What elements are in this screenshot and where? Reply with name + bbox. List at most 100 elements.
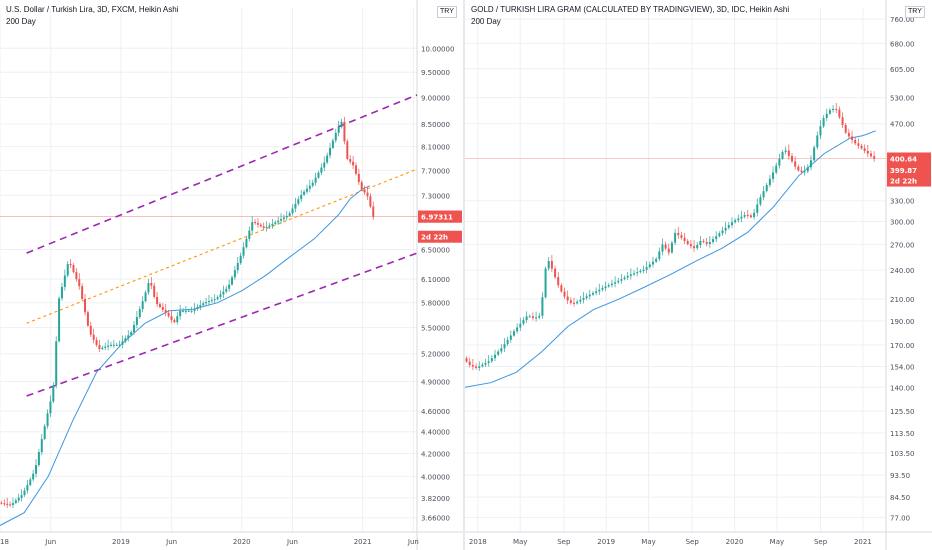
candle-body [629, 274, 632, 276]
indicator-label: 200 Day [6, 17, 36, 26]
price-label-text: 400.64 [890, 155, 917, 163]
candle-body [280, 219, 283, 221]
usdtry-chart-svg[interactable]: 10.00000 9.50000 9.00000 8.50000 8.10000 7.70… [0, 0, 463, 550]
y-tick-label: 470.00 [890, 121, 915, 129]
candle-body [806, 167, 809, 172]
candle-body [528, 316, 531, 318]
price-label-text: 399.87 [890, 167, 917, 175]
trendline [26, 168, 418, 324]
candle-body [693, 246, 696, 249]
candle-body [819, 126, 822, 136]
candle-body [497, 351, 500, 355]
candle-body [205, 302, 208, 304]
candle-body [715, 236, 718, 240]
candle-body [196, 307, 199, 310]
candle-body [277, 220, 280, 223]
candle-body [743, 214, 746, 217]
candle-body [81, 286, 84, 299]
candle-body [822, 118, 825, 127]
candle-body [158, 304, 161, 308]
candle-body [674, 232, 677, 243]
x-tick-label: Jun [407, 538, 419, 546]
candle-body [291, 208, 294, 214]
candle-body [478, 366, 481, 368]
candle-body [69, 264, 72, 266]
candle-body [522, 320, 525, 324]
candle-body [66, 264, 69, 276]
candle-body [127, 335, 130, 339]
y-tick-label: 7.30000 [421, 192, 450, 200]
indicator-label: 200 Day [471, 17, 501, 26]
candle-body [614, 282, 617, 284]
candle-body [825, 113, 828, 119]
candle-body [202, 303, 205, 306]
candle-body [9, 504, 12, 506]
candle-body [11, 503, 14, 506]
pane-divider[interactable] [463, 0, 465, 550]
candle-body [683, 237, 686, 241]
candle-body [124, 338, 127, 342]
x-tick-label: 2020 [233, 538, 251, 546]
candle-body [58, 298, 61, 342]
candle-body [259, 224, 262, 227]
candle-body [314, 177, 317, 183]
candle-body [500, 348, 503, 352]
candle-body [784, 150, 787, 153]
candle-body [721, 230, 724, 234]
candle-body [308, 185, 311, 189]
candle-body [863, 148, 866, 151]
candle-body [14, 500, 17, 504]
candle-body [768, 178, 771, 185]
candle-body [708, 242, 711, 245]
y-tick-label: 605.00 [890, 66, 915, 74]
candle-body [363, 189, 366, 193]
candle-body [173, 320, 176, 323]
candle-body [251, 222, 254, 231]
usdtry-chart-pane[interactable]: 10.00000 9.50000 9.00000 8.50000 8.10000 7.70… [0, 0, 463, 550]
y-tick-label: 530.00 [890, 95, 915, 103]
price-label-text: 2d 22h [421, 234, 448, 242]
x-tick-label: 2019 [112, 538, 130, 546]
candle-body [55, 341, 58, 386]
y-tick-label: 270.00 [890, 241, 915, 249]
price-label-badge [418, 230, 462, 243]
x-tick-label: 2021 [354, 538, 372, 546]
candle-body [92, 334, 95, 340]
goldtry-chart-pane[interactable]: 760.00 680.00 605.00 530.00 470.00 330.00 300.… [465, 0, 932, 550]
candle-body [484, 362, 487, 365]
candle-body [591, 293, 594, 295]
candle-body [541, 297, 544, 316]
candle-body [294, 203, 297, 209]
candle-body [288, 213, 291, 216]
candle-body [254, 222, 257, 224]
candle-body [133, 324, 136, 333]
x-tick-label: May [513, 538, 527, 546]
x-tick-label: 2018 [0, 538, 9, 546]
candle-body [337, 126, 340, 133]
candle-body [797, 166, 800, 171]
candle-body [35, 465, 38, 474]
candle-body [563, 291, 566, 297]
y-tick-label: 170.00 [890, 342, 915, 350]
candle-body [636, 272, 639, 274]
x-tick-label: Sep [814, 538, 828, 546]
candle-body [311, 182, 314, 186]
candle-body [6, 503, 9, 505]
currency-badge[interactable]: TRY [437, 6, 457, 18]
currency-badge[interactable]: TRY [905, 6, 925, 18]
candle-body [109, 344, 112, 346]
candle-body [121, 341, 124, 345]
candle-body [242, 247, 245, 256]
candle-body [617, 280, 620, 283]
candle-body [107, 345, 110, 347]
goldtry-chart-svg[interactable]: 760.00 680.00 605.00 530.00 470.00 330.00 300.… [465, 0, 932, 550]
candle-body [525, 316, 528, 321]
candle-body [239, 255, 242, 263]
candle-body [112, 344, 115, 346]
candle-body [84, 298, 87, 313]
candle-body [828, 110, 831, 114]
candle-body [248, 230, 251, 239]
price-label-badge [887, 174, 931, 187]
y-tick-label: 4.00000 [421, 473, 450, 481]
candle-body [816, 135, 819, 148]
